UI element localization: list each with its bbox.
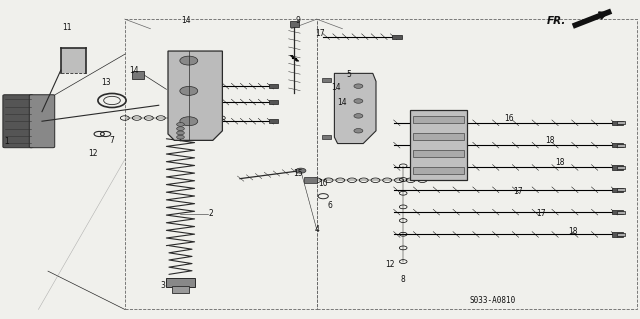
Text: 14: 14 [337,98,348,107]
Bar [612,233,623,236]
Bar [125,19,317,309]
Bar [612,121,623,125]
Text: 10: 10 [318,179,328,188]
Text: 6: 6 [327,201,332,210]
Bar [617,121,625,124]
Text: 12: 12 [386,260,395,269]
Text: FR.: FR. [547,16,566,26]
Bar [612,166,623,169]
Bar [413,167,464,174]
Bar [410,110,467,180]
Bar [413,133,464,140]
Text: 5: 5 [346,70,351,79]
Bar [617,233,625,236]
Text: 17: 17 [536,209,546,218]
Text: 1: 1 [4,137,9,146]
Bar [392,35,402,39]
Polygon shape [335,73,376,144]
Bar [317,19,637,309]
Bar [617,166,625,169]
Text: 17: 17 [315,29,325,38]
Bar [322,135,332,139]
Text: 7: 7 [109,136,115,145]
Circle shape [177,122,184,126]
Text: 4: 4 [314,225,319,234]
Text: 14: 14 [180,16,191,25]
Circle shape [354,84,363,88]
Bar [269,84,278,88]
Text: 17: 17 [513,187,524,196]
Text: 14: 14 [331,83,341,92]
Bar [172,286,189,293]
Bar [413,116,464,123]
Text: S033-A0810: S033-A0810 [470,296,516,305]
Bar [61,48,86,73]
Text: 9: 9 [295,16,300,25]
Text: 14: 14 [129,66,140,75]
Bar [617,188,625,191]
Text: 18: 18 [546,136,555,145]
Bar [269,100,278,104]
Bar [617,211,625,214]
Circle shape [354,114,363,118]
Polygon shape [168,51,223,140]
Bar [166,278,195,287]
Bar [322,78,332,82]
Text: 18: 18 [568,227,577,236]
Bar [132,71,144,79]
Circle shape [180,86,198,95]
Circle shape [180,117,198,126]
Circle shape [177,131,184,135]
Circle shape [177,135,184,139]
Text: 2: 2 [209,209,214,218]
Bar [612,188,623,192]
Text: 15: 15 [292,169,303,178]
Text: 12: 12 [88,149,97,158]
Text: 3: 3 [161,281,166,290]
Circle shape [180,56,198,65]
FancyBboxPatch shape [29,95,55,148]
Bar [617,144,625,147]
Circle shape [354,129,363,133]
Circle shape [177,127,184,130]
Text: 11: 11 [63,23,72,32]
Bar [612,143,623,147]
Bar [612,210,623,214]
Circle shape [296,168,306,173]
Text: 18: 18 [556,158,564,167]
Text: 13: 13 [100,78,111,87]
Text: 8: 8 [401,275,406,284]
Circle shape [354,99,363,103]
Bar [413,150,464,158]
Text: 16: 16 [504,114,514,122]
FancyBboxPatch shape [3,95,33,148]
Bar [269,119,278,123]
Bar [290,21,299,27]
Bar [304,177,317,183]
